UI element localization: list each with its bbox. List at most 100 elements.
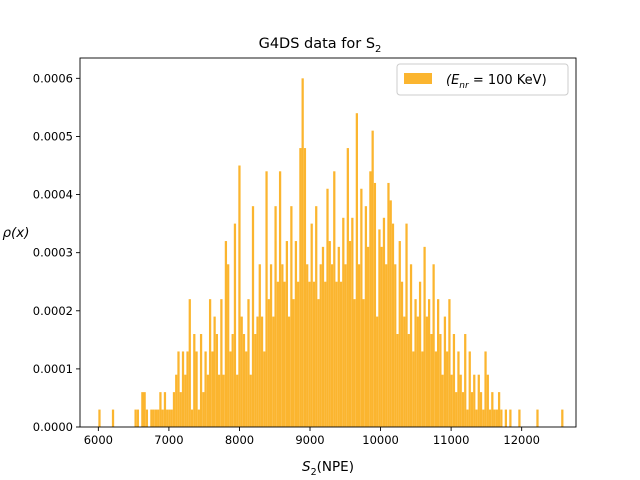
histogram-bar (215, 334, 219, 427)
histogram-bar (263, 351, 266, 427)
histogram-bar (339, 281, 343, 427)
histogram-bar (163, 392, 167, 427)
histogram-bar (450, 374, 453, 427)
histogram-bar (355, 113, 358, 427)
histogram-bar (452, 334, 456, 427)
chart-title-text: G4DS data for S (259, 36, 375, 52)
histogram-bar (324, 281, 327, 427)
histogram-bar (457, 351, 460, 427)
histogram-bar (213, 316, 216, 427)
y-tick-label: 0.0002 (33, 304, 73, 318)
histogram-bar (403, 316, 406, 427)
histogram-bar (197, 409, 200, 427)
histogram-bar (224, 241, 228, 427)
histogram-bar (166, 409, 169, 427)
histogram-bar (190, 409, 194, 427)
x-tick-label: 11000 (433, 433, 470, 447)
histogram-bar (326, 188, 329, 427)
histogram-bar (348, 241, 352, 427)
histogram-bar (518, 409, 521, 427)
histogram-bar (441, 374, 444, 427)
histogram-bar (222, 374, 225, 427)
histogram-bar (186, 351, 189, 427)
histogram-bar (382, 217, 386, 427)
histogram-bar (204, 351, 207, 427)
y-tick-label: 0.0006 (33, 71, 73, 85)
y-tick-label: 0.0004 (33, 188, 73, 202)
histogram-bar (385, 264, 388, 427)
histogram-bar (154, 409, 158, 427)
y-axis-label: ρ(x) (2, 225, 29, 241)
histogram-bar (351, 217, 354, 427)
histogram-bar (267, 299, 270, 427)
histogram-bar (236, 374, 239, 427)
histogram-bar (461, 392, 465, 427)
histogram-bar (319, 264, 322, 427)
histogram-bar (206, 374, 209, 427)
histogram-bar (369, 171, 372, 427)
histogram-bar (301, 78, 304, 427)
histogram-bar (195, 351, 198, 427)
histogram-bar (283, 281, 286, 427)
histogram-bar (376, 316, 379, 427)
histogram-bar (199, 334, 203, 427)
legend: (Enr = 100 KeV) (396, 63, 569, 96)
histogram-bar (373, 182, 377, 427)
histogram-bar (493, 409, 496, 427)
histogram-bar (364, 206, 368, 427)
histogram-bar (181, 351, 185, 427)
histogram-bar (346, 148, 349, 427)
histogram-bar (258, 264, 261, 427)
histogram-bar (245, 351, 248, 427)
histogram-bar (111, 409, 115, 427)
histogram-bar (240, 316, 243, 427)
x-tick-label: 10000 (362, 433, 399, 447)
histogram-bar (344, 264, 347, 427)
histogram-bar (294, 241, 298, 427)
histogram-bar (150, 409, 153, 427)
histogram-bar (306, 264, 309, 427)
histogram-bar (432, 264, 435, 427)
plot-frame (79, 57, 577, 428)
x-tick-label: 7000 (154, 433, 183, 447)
histogram-bar (466, 409, 469, 427)
histogram-bar (231, 334, 234, 427)
histogram-bar (193, 334, 196, 427)
histogram-bar (227, 264, 230, 427)
legend-label-subscript: nr (459, 81, 470, 91)
chart-title: G4DS data for S2 (259, 36, 382, 55)
x-tick-label: 8000 (225, 433, 254, 447)
histogram-bar (143, 392, 146, 427)
histogram-bar (459, 374, 462, 427)
x-tick-label: 9000 (295, 433, 324, 447)
x-axis-ticks: 6000 7000 8000 9000 10000 11000 12000 (84, 427, 540, 447)
x-tick-label: 6000 (84, 433, 113, 447)
histogram-bar (398, 241, 401, 427)
histogram-bar (409, 264, 413, 427)
histogram-bar (470, 392, 474, 427)
histogram-bar (272, 316, 275, 427)
histogram-bar (172, 392, 176, 427)
histogram-bar (281, 264, 284, 427)
histogram-bar (292, 299, 295, 427)
histogram-bar (337, 246, 340, 427)
histogram-bar (488, 409, 492, 427)
histogram-bar (477, 374, 480, 427)
histogram-bar (290, 206, 293, 427)
histogram-bar (308, 281, 311, 427)
legend-box (396, 63, 569, 96)
histogram-bar (407, 334, 410, 427)
histogram-bar (475, 409, 478, 427)
histogram-bar (188, 299, 191, 427)
histogram-bar (443, 316, 447, 427)
x-tick-label: 12000 (503, 433, 540, 447)
histogram-bar (536, 409, 539, 427)
histogram-bar (418, 281, 422, 427)
histogram-bar (179, 392, 182, 427)
histogram-bar (380, 246, 383, 427)
histogram-bar (276, 281, 279, 427)
y-tick-label: 0.0000 (33, 420, 73, 434)
histogram-bar (405, 223, 408, 427)
histogram-bar (389, 200, 392, 427)
histogram-bar (315, 206, 318, 427)
